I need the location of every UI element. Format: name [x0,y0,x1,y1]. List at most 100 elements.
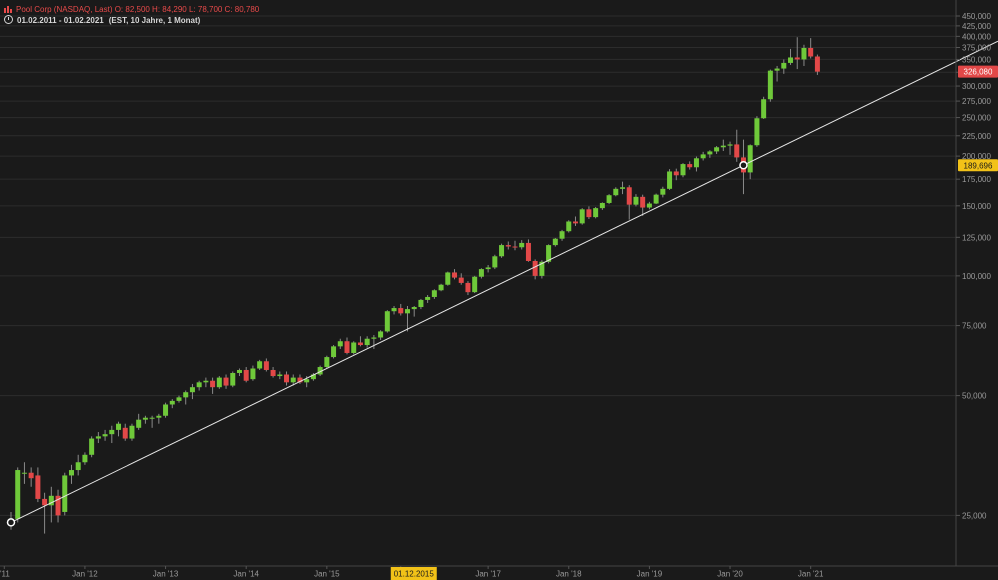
candle-body-up[interactable] [384,311,390,332]
candle-body-up[interactable] [801,47,807,60]
candle-body-up[interactable] [411,307,417,310]
candle-body-up[interactable] [21,472,27,474]
candle-body-up[interactable] [552,238,558,246]
candle-body-up[interactable] [660,188,666,195]
candle-body-up[interactable] [646,203,652,208]
candle-body-up[interactable] [142,417,148,420]
candle-body-up[interactable] [176,397,182,401]
candle-body-up[interactable] [62,475,68,512]
candle-body-up[interactable] [653,194,659,204]
candle-body-up[interactable] [781,62,787,69]
candle-body-down[interactable] [55,495,61,516]
trend-anchor-start[interactable] [6,518,16,527]
candle-body-up[interactable] [761,99,767,119]
candle-body-up[interactable] [559,231,565,239]
candle-body-up[interactable] [492,256,498,268]
candle-body-up[interactable] [767,70,773,100]
candle-body-down[interactable] [808,47,814,57]
candle-body-down[interactable] [210,380,216,388]
candle-body-down[interactable] [458,277,464,283]
candle-body-up[interactable] [324,357,330,368]
candle-body-up[interactable] [700,154,706,159]
candle-body-down[interactable] [297,377,303,383]
candle-body-up[interactable] [257,361,263,369]
candle-body-down[interactable] [243,369,249,381]
candle-body-down[interactable] [223,377,229,386]
candle-body-down[interactable] [626,187,632,205]
candle-body-up[interactable] [89,438,95,455]
candle-body-down[interactable] [35,475,41,499]
candle-body-down[interactable] [586,209,592,218]
candle-body-down[interactable] [465,282,471,293]
candle-body-up[interactable] [337,341,343,347]
candle-body-up[interactable] [472,276,478,293]
candle-body-down[interactable] [734,144,740,158]
candle-body-up[interactable] [15,470,21,519]
candle-body-up[interactable] [156,415,162,418]
candle-body-up[interactable] [693,158,699,168]
candle-body-up[interactable] [129,425,135,439]
candle-body-down[interactable] [512,246,518,248]
candle-body-up[interactable] [351,342,357,353]
candle-body-up[interactable] [364,338,370,346]
candle-body-up[interactable] [68,470,74,476]
candle-body-up[interactable] [593,208,599,218]
candle-body-up[interactable] [404,309,410,314]
candle-body-up[interactable] [391,308,397,312]
candle-body-up[interactable] [445,272,451,285]
candle-body-up[interactable] [720,145,726,148]
candle-body-up[interactable] [371,337,377,339]
candle-body-down[interactable] [687,164,693,168]
candle-body-up[interactable] [539,261,545,276]
candle-body-down[interactable] [814,56,820,72]
candle-body-up[interactable] [277,374,283,377]
candle-body-up[interactable] [250,368,256,380]
candle-body-up[interactable] [95,436,101,439]
candle-body-up[interactable] [774,68,780,71]
trend-anchor-end[interactable] [739,161,748,170]
candle-body-up[interactable] [546,245,552,262]
candle-body-up[interactable] [754,118,760,146]
candle-body-down[interactable] [284,374,290,383]
candle-body-down[interactable] [263,361,269,370]
candle-body-down[interactable] [398,308,404,314]
candle-body-up[interactable] [116,423,122,430]
candle-body-up[interactable] [378,331,384,338]
candle-body-up[interactable] [236,369,242,373]
candle-body-up[interactable] [216,377,222,388]
range-line[interactable]: 01.02.2011 - 01.02.2021 (EST, 10 Jahre, 1… [4,15,259,26]
candle-body-down[interactable] [794,57,800,60]
candle-body-up[interactable] [183,392,189,398]
candle-body-up[interactable] [102,434,108,437]
candle-body-up[interactable] [418,299,424,308]
candle-body-down[interactable] [28,472,34,479]
candle-body-up[interactable] [599,202,605,209]
candle-body-down[interactable] [42,498,48,506]
candle-body-up[interactable] [613,188,619,196]
candle-body-up[interactable] [203,380,209,383]
candle-body-up[interactable] [566,221,572,232]
candle-body-down[interactable] [357,342,363,346]
candle-body-up[interactable] [438,284,444,291]
candle-body-up[interactable] [163,404,169,416]
candle-body-up[interactable] [667,171,673,189]
candle-body-up[interactable] [189,387,195,393]
candle-body-up[interactable] [304,379,310,383]
candle-body-down[interactable] [640,196,646,208]
candle-body-up[interactable] [310,374,316,380]
candle-body-down[interactable] [572,221,578,224]
candle-body-up[interactable] [680,164,686,176]
candle-body-down[interactable] [525,242,531,261]
candle-body-up[interactable] [149,417,155,419]
candle-body-up[interactable] [317,367,323,375]
trend-layer[interactable] [6,40,998,527]
candle-body-up[interactable] [633,196,639,205]
candle-body-down[interactable] [673,171,679,176]
candle-body-up[interactable] [714,147,720,152]
candle-body-down[interactable] [505,245,511,247]
candle-body-up[interactable] [431,290,437,297]
candle-body-up[interactable] [331,346,337,358]
trend-line[interactable] [10,40,998,523]
candle-body-up[interactable] [519,242,525,248]
